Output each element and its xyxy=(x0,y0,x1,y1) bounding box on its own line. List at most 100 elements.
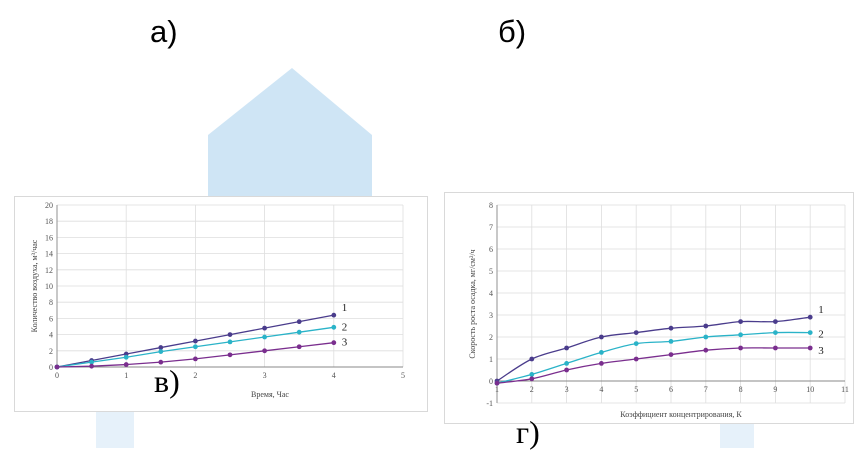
x-tick-label: 4 xyxy=(332,371,336,380)
y-axis-title: Количество воздуха, м³/час xyxy=(30,239,39,332)
data-point-series-2 xyxy=(807,330,813,335)
x-tick-label: 3 xyxy=(565,385,569,394)
x-tick-label: 2 xyxy=(530,385,534,394)
y-tick-label: 2 xyxy=(49,347,53,356)
data-point-series-3 xyxy=(123,362,129,367)
x-tick-label: 3 xyxy=(263,371,267,380)
data-point-series-3 xyxy=(703,347,709,353)
data-point-series-2 xyxy=(633,341,639,346)
data-point-series-3 xyxy=(668,352,674,357)
y-tick-label: 14 xyxy=(45,250,53,259)
y-tick-label: 16 xyxy=(45,233,53,242)
x-tick-label: 4 xyxy=(599,385,603,394)
y-tick-label: 0 xyxy=(49,363,53,372)
series-label-1: 1 xyxy=(342,302,348,314)
y-tick-label: 5 xyxy=(489,267,493,276)
data-point-series-2 xyxy=(529,372,535,377)
y-tick-label: 3 xyxy=(489,311,493,320)
y-tick-label: 12 xyxy=(45,266,53,275)
data-point-series-3 xyxy=(807,345,813,351)
data-point-series-1 xyxy=(158,345,164,350)
series-label-2: 2 xyxy=(342,321,348,333)
x-tick-label: 5 xyxy=(634,385,638,394)
data-point-series-2 xyxy=(703,334,709,340)
panel-label-g: г) xyxy=(516,414,540,450)
series-label-3: 3 xyxy=(818,345,824,357)
data-point-series-1 xyxy=(262,325,267,331)
y-tick-label: -1 xyxy=(486,399,493,408)
data-point-series-2 xyxy=(296,329,302,335)
chart-left-frame: 0 1 2 3 4 5 0 2 4 6 8 10 12 14 16 18 20 Время, Час Количес… xyxy=(14,196,428,412)
panel-label-a: а) xyxy=(150,14,178,49)
data-point-series-2 xyxy=(227,339,233,345)
x-tick-label: 6 xyxy=(669,385,673,394)
data-point-series-3 xyxy=(633,356,639,362)
data-point-series-2 xyxy=(738,332,743,338)
data-point-series-2 xyxy=(193,344,198,350)
data-point-series-2 xyxy=(564,361,569,366)
x-axis-title: Коэффициент концентрирования, К xyxy=(620,410,742,419)
y-tick-label: 6 xyxy=(49,314,53,323)
x-tick-label: 10 xyxy=(806,385,814,394)
data-point-series-3 xyxy=(158,359,164,365)
panel-label-v: в) xyxy=(154,363,180,399)
y-tick-label: 4 xyxy=(49,331,53,340)
x-tick-label: 1 xyxy=(124,371,128,380)
data-point-series-1 xyxy=(807,314,813,320)
y-tick-label: 2 xyxy=(489,333,493,342)
y-tick-label: 20 xyxy=(45,201,53,210)
y-tick-label: 4 xyxy=(489,289,493,298)
y-tick-label: 1 xyxy=(489,355,493,364)
x-tick-label: 11 xyxy=(841,385,849,394)
data-point-series-2 xyxy=(262,334,267,340)
data-point-series-2 xyxy=(773,330,778,335)
data-point-series-1 xyxy=(738,319,743,324)
data-point-series-3 xyxy=(54,364,60,370)
x-tick-label: 7 xyxy=(704,385,708,394)
series-label-3: 3 xyxy=(342,337,348,349)
data-point-series-2 xyxy=(668,339,674,344)
data-point-series-3 xyxy=(773,345,778,351)
data-point-series-2 xyxy=(331,324,337,330)
panel-label-b: б) xyxy=(498,14,527,49)
chart-right-frame: 1 2 3 4 5 6 7 8 9 10 11 -1 0 1 2 3 4 5 6 7 8 Коэффициент конц… xyxy=(444,192,854,424)
series-line-2 xyxy=(496,331,811,384)
y-tick-label: 10 xyxy=(45,282,53,291)
y-tick-label: 8 xyxy=(489,201,493,210)
series-line-1 xyxy=(496,316,811,382)
data-point-series-1 xyxy=(296,319,302,325)
x-tick-label: 8 xyxy=(739,385,743,394)
data-point-series-3 xyxy=(599,361,604,366)
data-point-series-3 xyxy=(89,363,94,369)
data-point-series-1 xyxy=(227,332,233,337)
series-label-2: 2 xyxy=(818,329,824,341)
data-point-series-2 xyxy=(123,354,129,360)
data-point-series-3 xyxy=(227,352,233,358)
data-point-series-1 xyxy=(599,334,604,340)
data-point-series-3 xyxy=(193,356,198,362)
data-point-series-3 xyxy=(262,348,267,354)
data-point-series-3 xyxy=(494,380,500,386)
x-tick-label: 0 xyxy=(55,371,59,380)
x-tick-label: 2 xyxy=(193,371,197,380)
data-point-series-1 xyxy=(331,312,337,318)
series-line-3 xyxy=(496,347,811,384)
y-axis-title: Скорость роста осадка, мг/см²/ч xyxy=(468,249,477,358)
data-point-series-3 xyxy=(331,340,337,346)
x-tick-label: 9 xyxy=(773,385,777,394)
data-point-series-3 xyxy=(564,367,569,373)
data-point-series-3 xyxy=(738,345,743,351)
x-tick-label: 5 xyxy=(401,371,405,380)
series-label-1: 1 xyxy=(818,304,824,316)
x-tick-label: 1 xyxy=(495,385,499,394)
data-point-series-1 xyxy=(703,323,709,329)
data-point-series-1 xyxy=(564,345,569,351)
y-tick-label: 18 xyxy=(45,217,53,226)
y-tick-label: 0 xyxy=(489,377,493,386)
y-tick-label: 6 xyxy=(489,245,493,254)
y-tick-label: 8 xyxy=(49,298,53,307)
x-axis-title: Время, Час xyxy=(251,390,289,399)
data-point-series-1 xyxy=(529,356,535,362)
data-point-series-1 xyxy=(633,330,639,335)
